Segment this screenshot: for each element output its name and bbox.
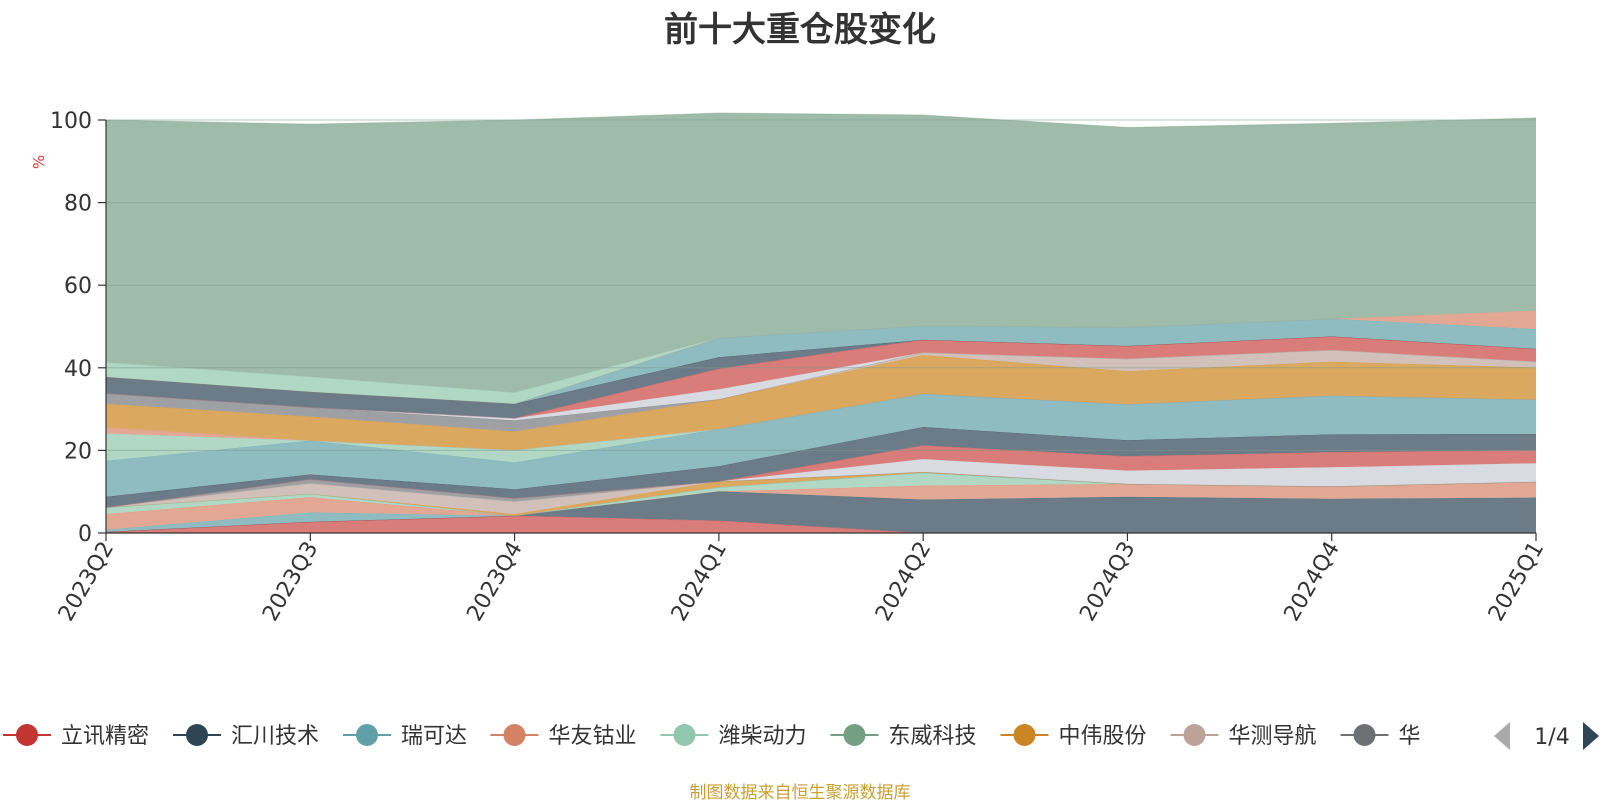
legend-swatch-marker: [673, 724, 696, 746]
legend-swatch-marker: [356, 724, 378, 746]
area-series-11: [106, 426, 1536, 508]
legend-item[interactable]: 东威科技: [830, 724, 977, 749]
y-tick-label: 100: [50, 109, 92, 134]
area-series-4: [106, 472, 1536, 516]
legend-item[interactable]: 中伟股份: [1000, 724, 1147, 749]
legend-swatch-marker: [1353, 724, 1376, 746]
area-series-8: [106, 471, 1536, 508]
x-tick-label: 2024Q2: [871, 538, 936, 626]
legend-swatch-marker: [843, 724, 866, 746]
legend-item[interactable]: 华友钴业: [490, 724, 637, 749]
area-series-0: [106, 515, 1536, 533]
x-tick-label: 2023Q3: [258, 538, 323, 626]
y-tick-label: 0: [78, 522, 92, 547]
x-tick-label: 2024Q1: [667, 538, 732, 626]
area-series-1: [106, 491, 1536, 533]
area-series-20: [106, 336, 1536, 419]
legend-label: 华测导航: [1229, 724, 1317, 749]
grid-lines: [106, 119, 1536, 451]
legend-page-indicator: 1/4: [1534, 725, 1569, 750]
y-tick-label: 40: [64, 357, 92, 382]
area-layers: [105, 112, 1537, 534]
area-series-7: [106, 471, 1536, 514]
legend-swatch-marker: [503, 724, 526, 746]
y-tick-label: 20: [64, 439, 92, 464]
legend-label: 立讯精密: [61, 724, 149, 749]
x-tick-label: 2024Q3: [1075, 538, 1140, 626]
legend-label: 瑞可达: [401, 724, 467, 749]
legend-label: 潍柴动力: [719, 724, 807, 749]
legend-label: 中伟股份: [1059, 724, 1147, 749]
y-axis-label: %: [30, 155, 48, 169]
x-tick-label: 2023Q4: [462, 538, 527, 626]
x-tick-label: 2024Q4: [1280, 538, 1345, 626]
area-series-19: [106, 336, 1536, 419]
legend-next-page-icon[interactable]: [1583, 722, 1599, 750]
chart-title: 前十大重仓股变化: [664, 10, 936, 50]
legend: 立讯精密 汇川技术 瑞可达 华友钴业 潍柴动力 东威科技 中伟股份 华测导航 华 1/4: [3, 722, 1599, 750]
area-series-22: [106, 310, 1536, 404]
area-series-24: [106, 113, 1536, 393]
legend-item[interactable]: 汇川技术: [173, 724, 319, 749]
legend-label: 东威科技: [889, 724, 977, 749]
legend-item[interactable]: 瑞可达: [343, 724, 467, 749]
area-series-12: [106, 393, 1536, 497]
data-source-note: 制图数据来自恒生聚源数据库: [689, 783, 911, 803]
area-series-10: [106, 445, 1536, 508]
legend-item[interactable]: 潍柴动力: [660, 724, 807, 749]
legend-swatch-marker: [186, 724, 208, 746]
area-series-3: [106, 481, 1536, 530]
x-tick-label: 2023Q2: [54, 538, 119, 626]
legend-swatch-marker: [1183, 724, 1206, 746]
legend-item[interactable]: 立讯精密: [3, 724, 149, 749]
area-series-15: [106, 355, 1536, 450]
legend-label: 汇川技术: [231, 724, 319, 749]
legend-swatch-marker: [1013, 724, 1036, 746]
y-tick-label: 60: [64, 274, 92, 299]
area-series-16: [106, 350, 1536, 432]
area-series-21: [106, 318, 1536, 404]
area-series-24-edge: [105, 112, 1537, 128]
legend-item[interactable]: 华: [1340, 724, 1421, 749]
area-series-9: [106, 459, 1536, 508]
y-tick-label: 80: [64, 192, 92, 217]
x-tick-label: 2025Q1: [1484, 538, 1549, 626]
legend-swatch-marker: [16, 724, 38, 746]
legend-items: 立讯精密 汇川技术 瑞可达 华友钴业 潍柴动力 东威科技 中伟股份 华测导航 华: [3, 724, 1421, 749]
legend-label: 华友钴业: [549, 724, 637, 749]
legend-prev-page-icon[interactable]: [1494, 722, 1510, 750]
legend-item[interactable]: 华测导航: [1170, 724, 1317, 749]
legend-label: 华: [1399, 724, 1421, 749]
